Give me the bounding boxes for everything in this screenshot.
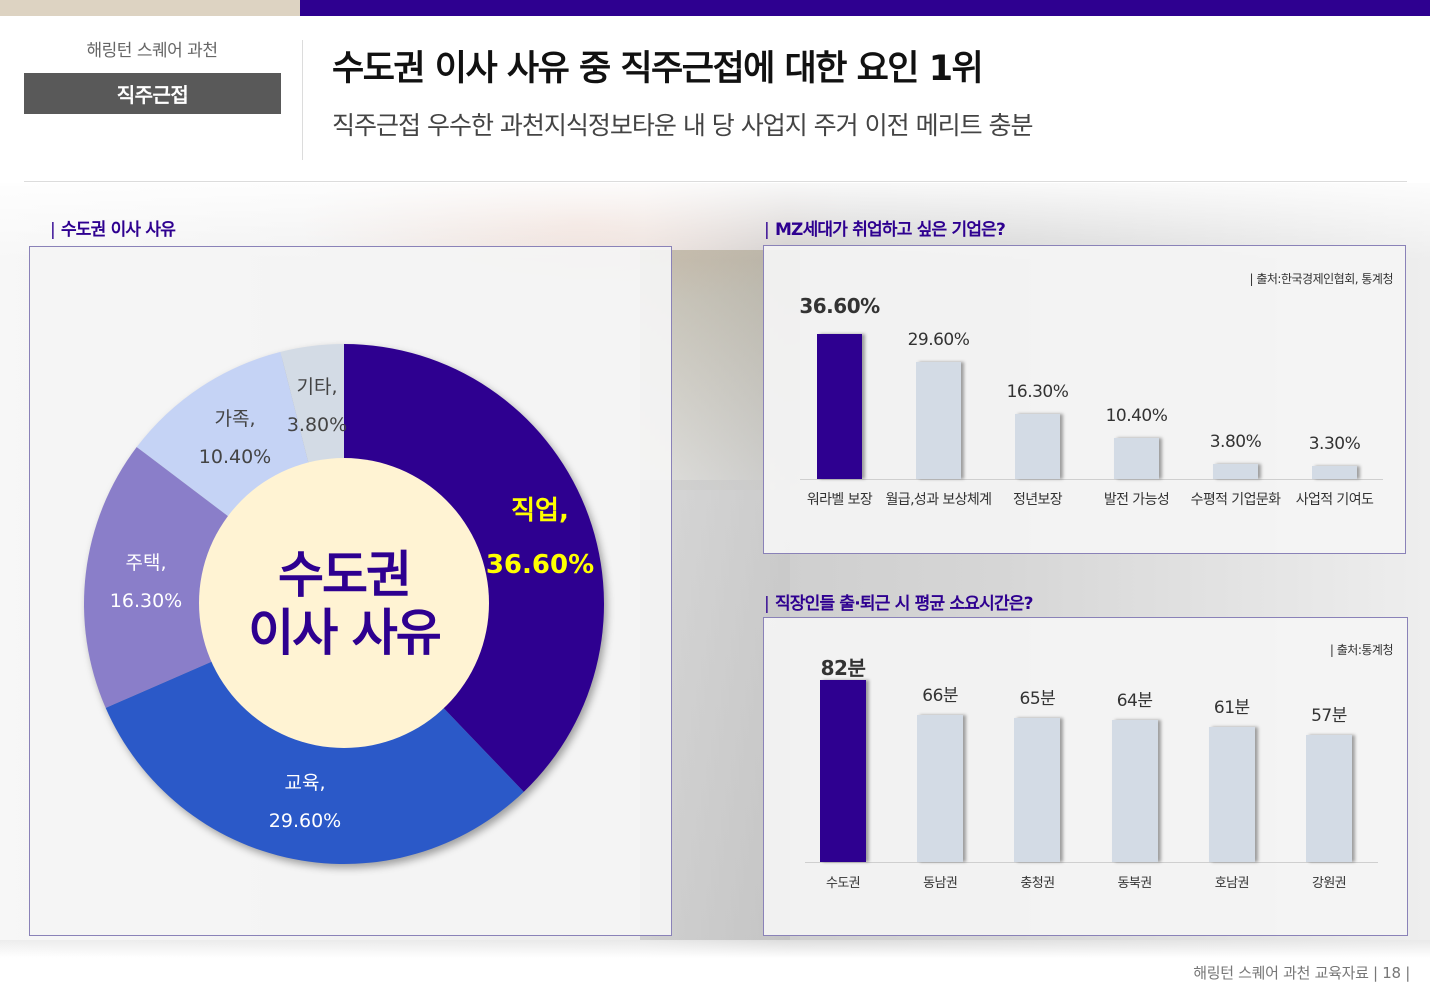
- mz-bars-category-label: 발전 가능성: [1103, 492, 1170, 508]
- donut-label-job-value: 36.60%: [485, 550, 595, 580]
- commute-axis: [805, 862, 1378, 863]
- donut-label-education-value: 29.60%: [268, 810, 342, 832]
- donut-label-education: 교육, 29.60%: [245, 764, 365, 840]
- label-bar-glyph: |: [764, 594, 770, 614]
- commute-panel: [763, 617, 1408, 936]
- moving-reasons-donut-chart: 수도권 이사 사유: [83, 343, 605, 865]
- mz-bars-value-label: 3.80%: [1209, 431, 1262, 452]
- mz-bars-value-label: 16.30%: [1006, 382, 1069, 403]
- mz-bars-category-label: 사업적 기여도: [1295, 492, 1374, 508]
- donut-label-housing: 주택, 16.30%: [86, 544, 206, 620]
- moving-reasons-label-text: 수도권 이사 사유: [60, 220, 176, 240]
- mz-panel-label: | MZ세대가 취업하고 싶은 기업은?: [764, 215, 1006, 240]
- section-tag: 직주근접: [24, 73, 281, 114]
- page-subtitle: 직주근접 우수한 과천지식정보타운 내 당 사업지 주거 이전 메리트 충분: [332, 111, 1034, 140]
- header-vertical-divider: [302, 40, 303, 160]
- donut-svg: [83, 344, 604, 864]
- top-accent-bar-left: [0, 0, 300, 16]
- mz-bars-bar: [817, 334, 862, 479]
- commute-bars-bar: [1208, 726, 1255, 862]
- commute-bars-category-label: 수도권: [825, 876, 861, 891]
- mz-bars-bar: [916, 361, 961, 479]
- mz-axis: [800, 479, 1383, 480]
- header-divider: [24, 181, 1407, 182]
- commute-bars-value-label: 65분: [1019, 688, 1056, 709]
- donut-label-family-name: 가족,: [214, 408, 256, 430]
- commute-bars-bar: [1306, 735, 1352, 862]
- donut-label-other-value: 3.80%: [286, 414, 348, 436]
- moving-reasons-panel-label: | 수도권 이사 사유: [50, 215, 176, 240]
- commute-bars-bar: [1111, 719, 1158, 862]
- donut-label-job-name: 직업,: [511, 496, 569, 526]
- commute-bars-bar: [917, 715, 964, 862]
- donut-center-line2: 이사 사유: [248, 604, 441, 662]
- commute-bars-value-label: 57분: [1311, 706, 1347, 727]
- mz-bars-bar: [1312, 465, 1357, 479]
- commute-bars-bar: [1014, 717, 1061, 862]
- label-bar-glyph: |: [764, 220, 770, 240]
- donut-center-line1: 수도권: [278, 546, 412, 604]
- page-title: 수도권 이사 사유 중 직주근접에 대한 요인 1위: [332, 49, 984, 89]
- commute-panel-label: | 직장인들 출·퇴근 시 평균 소요시간은?: [764, 589, 1034, 614]
- donut-label-family-value: 10.40%: [198, 446, 272, 468]
- commute-bars-category-label: 동북권: [1117, 876, 1153, 891]
- mz-bars-category-label: 워라벨 보장: [806, 492, 873, 508]
- label-bar-glyph: |: [50, 220, 56, 240]
- mz-bars-value-label: 29.60%: [907, 329, 970, 350]
- commute-bars-bar: [820, 679, 866, 862]
- commute-source: | 출처:통계청: [1329, 643, 1394, 657]
- mz-bars-value-label: 3.30%: [1308, 433, 1361, 454]
- donut-label-housing-value: 16.30%: [109, 590, 183, 612]
- donut-label-job: 직업, 36.60%: [480, 484, 600, 592]
- footer-page-info: 해링턴 스퀘어 과천 교육자료 | 18 |: [1193, 964, 1410, 982]
- mz-bars-bar: [1015, 414, 1060, 479]
- commute-bars-value-label: 64분: [1116, 690, 1153, 711]
- background-fade: [0, 940, 1430, 958]
- donut-center-text: 수도권 이사 사유: [83, 343, 605, 865]
- commute-bars-value-label: 82분: [820, 655, 866, 680]
- commute-label-text: 직장인들 출·퇴근 시 평균 소요시간은?: [774, 594, 1034, 614]
- mz-bars-bar: [1114, 437, 1159, 479]
- donut-label-other-name: 기타,: [296, 376, 338, 398]
- donut-label-education-name: 교육,: [284, 772, 326, 794]
- commute-bars-category-label: 강원권: [1311, 876, 1347, 891]
- mz-bars-category-label: 정년보장: [1012, 492, 1063, 508]
- donut-label-family: 가족, 10.40%: [175, 400, 295, 476]
- mz-bars-value-label: 36.60%: [799, 294, 880, 319]
- donut-center-circle: [199, 458, 489, 748]
- mz-label-text: MZ세대가 취업하고 싶은 기업은?: [774, 220, 1006, 240]
- donut-label-housing-name: 주택,: [125, 552, 167, 574]
- commute-bars-category-label: 충청권: [1020, 876, 1055, 891]
- mz-panel: [763, 245, 1406, 554]
- commute-bars-value-label: 66분: [922, 686, 959, 707]
- donut-label-other: 기타, 3.80%: [262, 368, 372, 444]
- commute-bars-category-label: 동남권: [923, 876, 958, 891]
- mz-bars-category-label: 월급,성과 보상체계: [885, 492, 993, 508]
- commute-bars-category-label: 호남권: [1214, 876, 1250, 891]
- mz-source: | 출처:한국경제인협회, 통계청: [1249, 272, 1393, 286]
- top-accent-bar-right: [300, 0, 1430, 16]
- mz-bars-category-label: 수평적 기업문화: [1190, 492, 1281, 508]
- mz-bars-bar: [1213, 463, 1258, 479]
- mz-bars-value-label: 10.40%: [1105, 405, 1168, 426]
- brand-name: 해링턴 스퀘어 과천: [86, 41, 218, 61]
- commute-bars-value-label: 61분: [1213, 697, 1250, 718]
